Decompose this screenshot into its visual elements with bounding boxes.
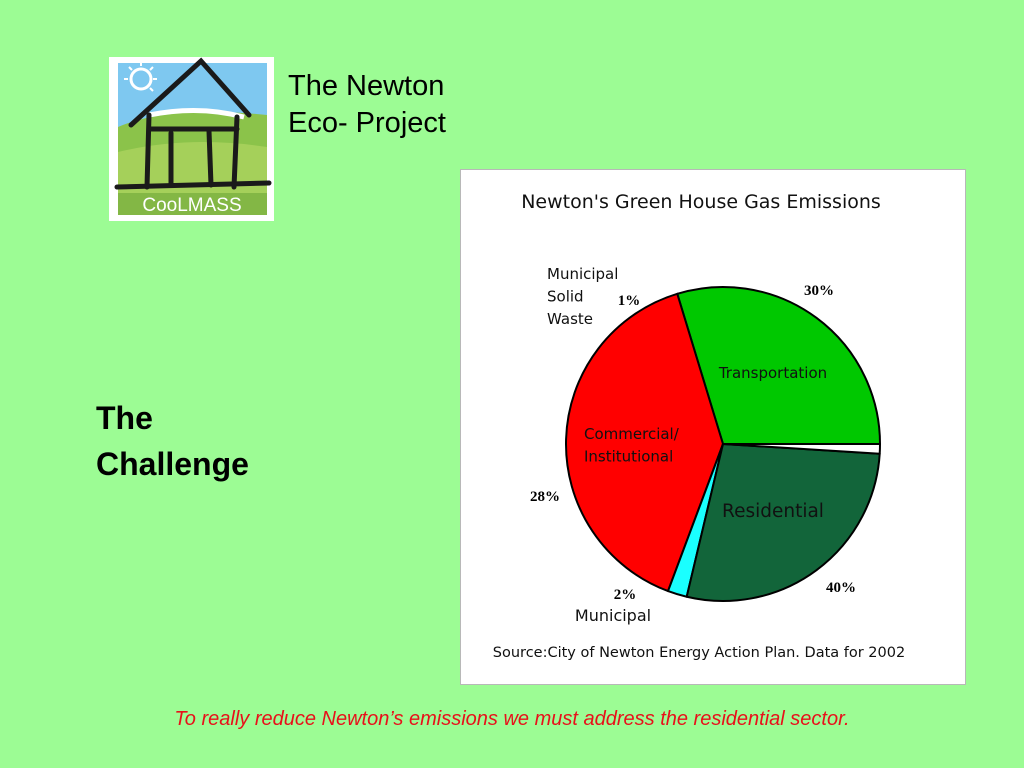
project-title-line1: The Newton: [288, 70, 445, 102]
slice-label-commercial-institutional: Commercial/Institutional: [584, 425, 680, 466]
pie-slice-transportation: [676, 286, 881, 445]
section-heading-line1: The: [96, 400, 153, 436]
logo-text: CooLMASS: [142, 195, 241, 216]
slice-percent-municipal-solid-waste: 1%: [618, 293, 641, 309]
emissions-chart-panel: Newton's Green House Gas Emissions Trans…: [460, 169, 966, 685]
slice-percent-commercial-institutional: 28%: [530, 489, 560, 505]
coolmass-logo: CooLMASS: [109, 57, 274, 221]
slice-percent-transportation: 30%: [804, 283, 834, 299]
chart-title: Newton's Green House Gas Emissions: [521, 191, 881, 213]
footer-note: To really reduce Newton’s emissions we m…: [174, 708, 850, 730]
section-heading: The Challenge: [96, 395, 249, 487]
coolmass-house-logo-icon: CooLMASS: [114, 57, 272, 216]
emissions-pie-chart: Newton's Green House Gas Emissions Trans…: [493, 191, 905, 661]
slice-label-transportation: Transportation: [718, 364, 827, 382]
pie-slice-commercial-institutional: [685, 443, 881, 602]
pie-slice-residential: [565, 292, 724, 593]
project-title: The Newton Eco- Project: [288, 68, 446, 142]
slice-percent-municipal: 2%: [614, 587, 637, 603]
section-heading-line2: Challenge: [96, 446, 249, 482]
slice-label-municipal: Municipal: [575, 606, 651, 625]
pie-slice-municipal-solid-waste: [722, 443, 882, 455]
slice-label-municipal-solid-waste: Municipal Solid Waste: [547, 265, 618, 328]
slice-percent-residential: 40%: [826, 580, 856, 596]
chart-source: Source:City of Newton Energy Action Plan…: [493, 645, 905, 661]
project-title-line2: Eco- Project: [288, 107, 446, 139]
slice-label-residential: Residential: [722, 501, 824, 522]
